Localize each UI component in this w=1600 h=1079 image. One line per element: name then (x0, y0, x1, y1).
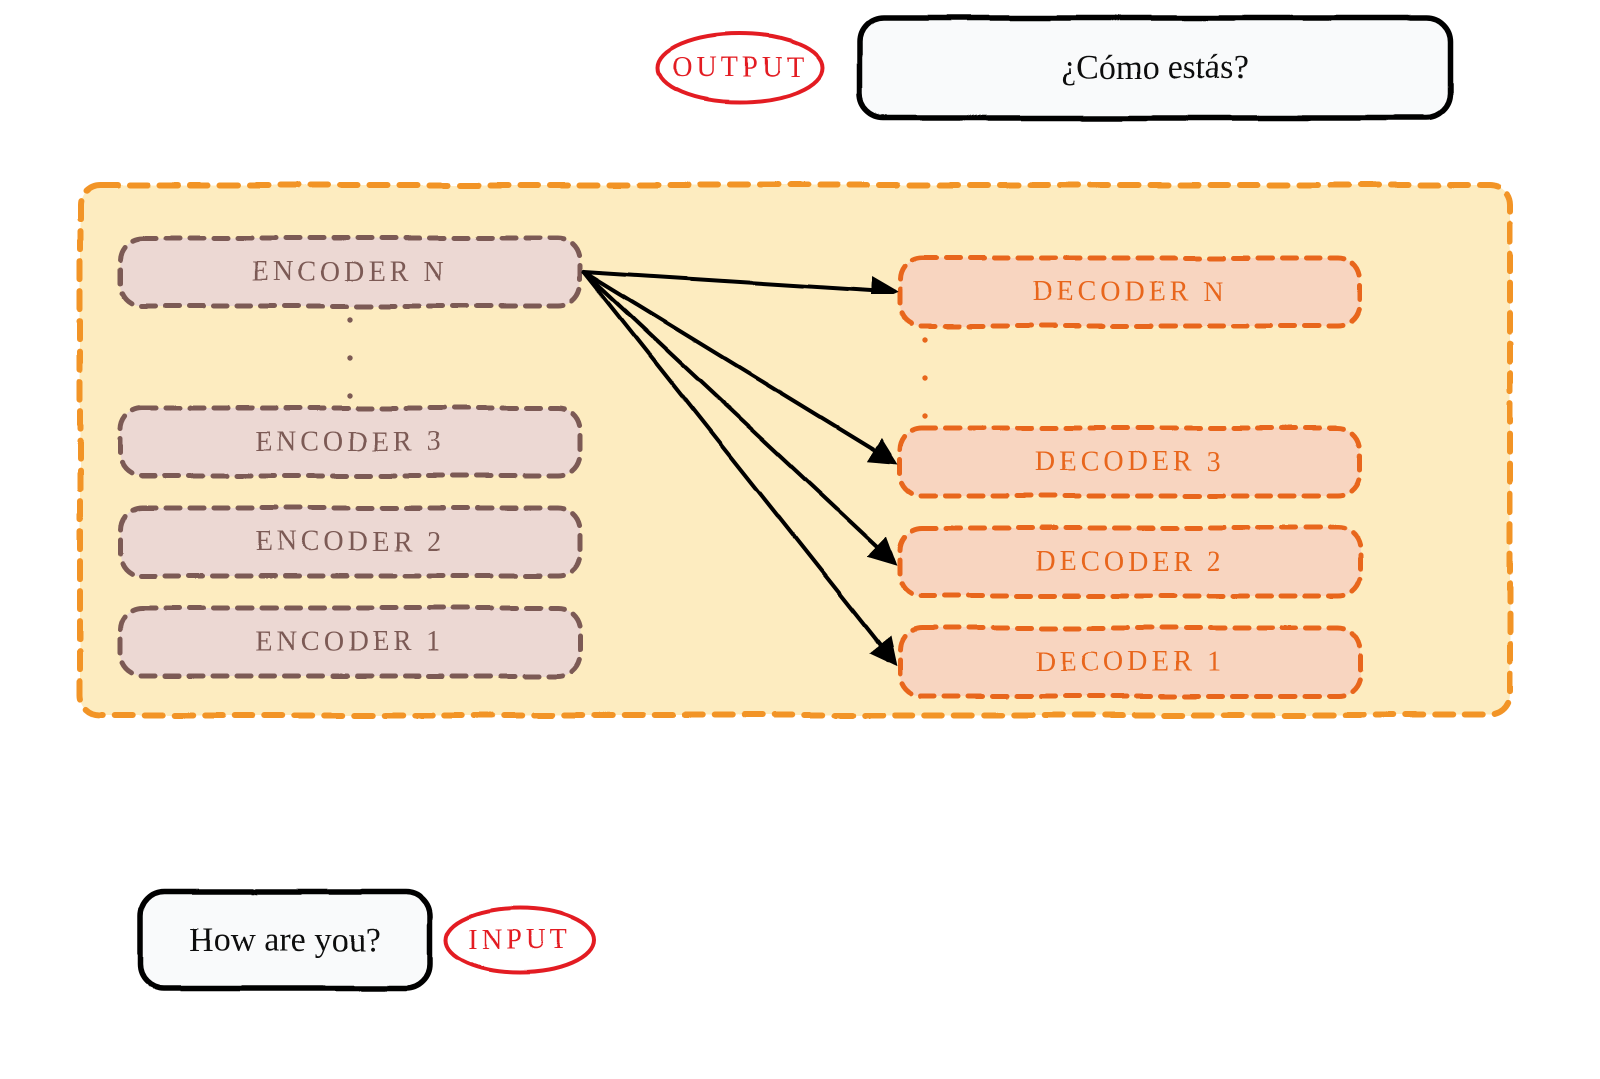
input-label-text: INPUT (469, 925, 571, 956)
decoder-block-1-label: DECODER 3 (1035, 447, 1224, 478)
output-box-text: ¿Cómo estás? (1061, 50, 1249, 87)
encoder-block-1-label: ENCODER 3 (255, 427, 444, 458)
encoder-block-2-label: ENCODER 2 (255, 527, 444, 558)
encoder-block-3-label: ENCODER 1 (255, 627, 444, 658)
decoder-block-0-label: DECODER N (1032, 277, 1227, 308)
decoder-block-0: DECODER N (900, 258, 1360, 326)
encoder-block-0: ENCODER N (120, 238, 580, 306)
decoder-block-3: DECODER 1 (900, 628, 1360, 696)
diagram-canvas: ENCODER N ENCODER 3 ENCODER 2 ENCODER 1 DECO… (0, 0, 1600, 1079)
encoder-block-1: ENCODER 3 (120, 408, 580, 476)
decoder-block-2: DECODER 2 (900, 528, 1360, 596)
decoder-block-3-label: DECODER 1 (1035, 647, 1224, 678)
encoder-block-3: ENCODER 1 (120, 608, 580, 676)
output-box: ¿Cómo estás? (860, 18, 1450, 118)
encoder-block-0-label: ENCODER N (252, 257, 447, 288)
input-box: How are you? (140, 892, 430, 988)
input-box-text: How are you? (190, 922, 381, 959)
input-label: INPUT (446, 908, 594, 972)
output-label: OUTPUT (658, 34, 822, 102)
encoder-block-2: ENCODER 2 (120, 508, 580, 576)
output-label-text: OUTPUT (673, 53, 807, 84)
decoder-block-2-label: DECODER 2 (1035, 547, 1224, 578)
decoder-block-1: DECODER 3 (900, 428, 1360, 496)
